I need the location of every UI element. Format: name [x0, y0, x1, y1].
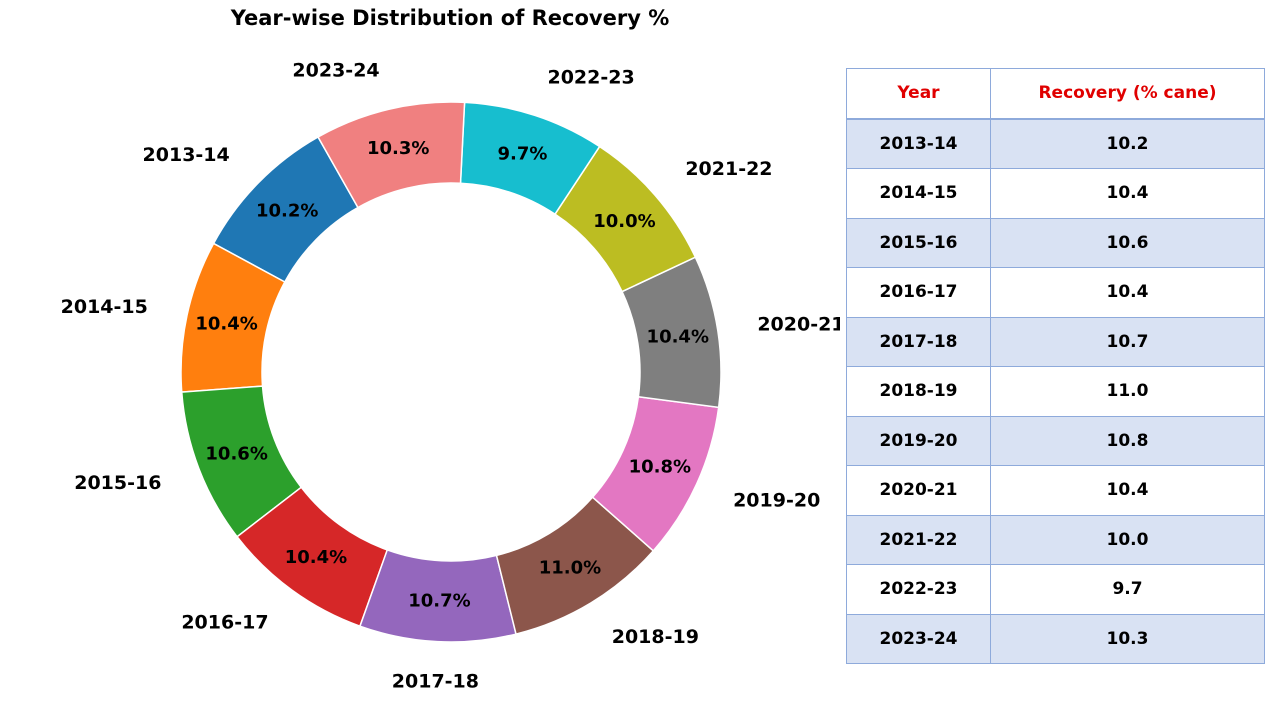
table-row: 2021-22 10.0: [846, 514, 1265, 565]
category-label-2021-22: 2021-22: [685, 158, 772, 180]
cell-year: 2016-17: [846, 267, 991, 318]
header-year: Year: [846, 68, 991, 120]
category-label-2019-20: 2019-20: [733, 490, 820, 512]
cell-recovery: 10.4: [990, 267, 1265, 318]
cell-recovery: 11.0: [990, 366, 1265, 417]
cell-year: 2020-21: [846, 465, 991, 516]
cell-year: 2021-22: [846, 514, 991, 565]
cell-recovery: 9.7: [990, 564, 1265, 615]
cell-year: 2013-14: [846, 118, 991, 169]
percent-label-2014-15: 10.4%: [195, 313, 257, 334]
cell-recovery: 10.0: [990, 514, 1265, 565]
category-label-2015-16: 2015-16: [74, 472, 161, 494]
recovery-table: Year Recovery (% cane) 2013-14 10.2 2014-…: [846, 68, 1265, 664]
cell-recovery: 10.3: [990, 613, 1265, 664]
percent-label-2018-19: 11.0%: [539, 558, 601, 579]
table-header-row: Year Recovery (% cane): [846, 68, 1265, 120]
table-row: 2023-24 10.3: [846, 613, 1265, 664]
table-row: 2018-19 11.0: [846, 366, 1265, 417]
category-label-2020-21: 2020-21: [757, 313, 840, 335]
category-label-2014-15: 2014-15: [61, 296, 148, 318]
percent-label-2017-18: 10.7%: [408, 591, 470, 612]
percent-label-2019-20: 10.8%: [629, 457, 691, 478]
cell-recovery: 10.4: [990, 168, 1265, 219]
cell-year: 2015-16: [846, 217, 991, 268]
percent-label-2021-22: 10.0%: [593, 211, 655, 232]
percent-label-2016-17: 10.4%: [285, 547, 347, 568]
table-row: 2020-21 10.4: [846, 465, 1265, 516]
cell-recovery: 10.2: [990, 118, 1265, 169]
header-recovery: Recovery (% cane): [990, 68, 1265, 120]
percent-label-2022-23: 9.7%: [497, 143, 547, 164]
percent-label-2013-14: 10.2%: [256, 201, 318, 222]
category-label-2017-18: 2017-18: [392, 671, 479, 693]
cell-year: 2019-20: [846, 415, 991, 466]
category-label-2018-19: 2018-19: [612, 626, 699, 648]
percent-label-2020-21: 10.4%: [647, 326, 709, 347]
category-label-2023-24: 2023-24: [292, 59, 379, 81]
cell-year: 2018-19: [846, 366, 991, 417]
cell-year: 2022-23: [846, 564, 991, 615]
cell-recovery: 10.7: [990, 316, 1265, 367]
donut-slice-2023-24: [317, 101, 466, 209]
cell-year: 2014-15: [846, 168, 991, 219]
percent-label-2015-16: 10.6%: [205, 443, 267, 464]
cell-year: 2023-24: [846, 613, 991, 664]
table-row: 2014-15 10.4: [846, 168, 1265, 219]
cell-recovery: 10.6: [990, 217, 1265, 268]
donut-chart: 10.2% 2013-14 10.4% 2014-15 10.6% 2015-16 10.4…: [61, 59, 840, 693]
table-row: 2017-18 10.7: [846, 316, 1265, 367]
table-row: 2019-20 10.8: [846, 415, 1265, 466]
table-row: 2015-16 10.6: [846, 217, 1265, 268]
cell-recovery: 10.4: [990, 465, 1265, 516]
table-row: 2022-23 9.7: [846, 564, 1265, 615]
percent-label-2023-24: 10.3%: [367, 138, 429, 159]
table-row: 2013-14 10.2: [846, 118, 1265, 169]
cell-year: 2017-18: [846, 316, 991, 367]
cell-recovery: 10.8: [990, 415, 1265, 466]
category-label-2022-23: 2022-23: [547, 66, 634, 88]
category-label-2016-17: 2016-17: [181, 612, 268, 634]
category-label-2013-14: 2013-14: [143, 144, 230, 166]
table-row: 2016-17 10.4: [846, 267, 1265, 318]
chart-title: Year-wise Distribution of Recovery %: [230, 6, 670, 30]
